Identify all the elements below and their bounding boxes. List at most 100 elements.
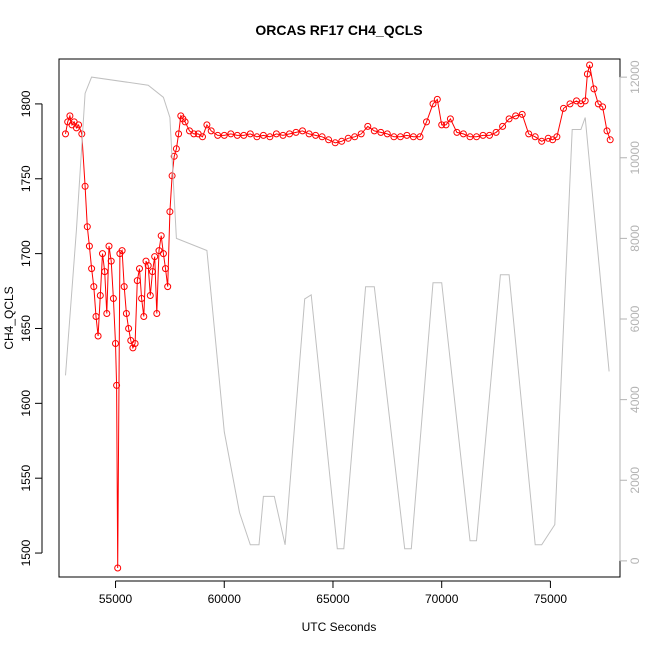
data-point (438, 121, 446, 129)
data-point (83, 223, 91, 231)
data-point (75, 121, 83, 129)
data-point (214, 131, 222, 139)
y-tick-label-1600: 1600 (19, 390, 33, 417)
data-point (292, 128, 300, 136)
y2-tick-label-8000: 8000 (628, 225, 642, 252)
data-point (125, 325, 133, 332)
data-point (299, 127, 306, 135)
data-point (383, 130, 391, 138)
data-point (129, 344, 137, 352)
data-point (531, 133, 539, 141)
x-tick-label-65000: 65000 (316, 592, 350, 606)
data-point (583, 70, 591, 78)
data-point (581, 97, 589, 105)
y2-tick-label-10000: 10000 (628, 141, 642, 175)
data-point (170, 152, 178, 160)
data-point (253, 133, 261, 141)
data-point (101, 268, 109, 276)
data-point (122, 310, 130, 317)
data-point (109, 295, 117, 302)
bottom-axis: 55000 60000 65000 70000 75000 (99, 580, 568, 606)
data-point (131, 340, 139, 347)
data-point (99, 250, 106, 258)
data-point (136, 265, 143, 273)
y2-tick-label-4000: 4000 (628, 386, 642, 413)
data-point (227, 130, 235, 138)
y-tick-label-1550: 1550 (19, 465, 33, 492)
data-point (553, 133, 561, 141)
data-point (118, 247, 126, 255)
right-axis: 0 2000 4000 6000 8000 10000 12000 (619, 60, 642, 564)
y-tick-label-1500: 1500 (19, 539, 33, 566)
y2-tick-label-2000: 2000 (628, 467, 642, 494)
data-point (175, 130, 183, 138)
data-point (144, 262, 152, 270)
data-point (416, 133, 424, 141)
data-point (181, 118, 189, 126)
data-point (120, 283, 128, 291)
data-point (113, 381, 121, 389)
data-point (518, 110, 526, 118)
data-point (199, 133, 206, 141)
data-point (92, 313, 100, 320)
data-point (151, 253, 159, 261)
data-point (486, 131, 493, 139)
data-point (338, 137, 346, 145)
data-point (599, 103, 607, 111)
data-point (492, 128, 500, 136)
y-tick-label-1800: 1800 (19, 90, 33, 117)
data-point (190, 130, 198, 138)
series-ch4-qcls (62, 61, 614, 572)
data-point (66, 112, 74, 120)
data-point (446, 115, 454, 123)
data-point (433, 95, 441, 103)
data-point (172, 145, 180, 153)
data-point (133, 277, 141, 285)
chart-title: ORCAS RF17 CH4_QCLS (255, 22, 422, 38)
data-point (96, 292, 104, 299)
left-axis: 1500 1550 1600 1650 1700 1750 1800 (19, 90, 43, 566)
x-axis-title: UTC Seconds (302, 620, 377, 634)
data-point (429, 100, 437, 108)
data-point (90, 283, 98, 291)
data-point (279, 131, 287, 139)
data-point (259, 131, 267, 139)
data-point (331, 139, 339, 147)
y-tick-label-1650: 1650 (19, 315, 33, 342)
data-point (423, 118, 430, 126)
data-point (325, 136, 333, 144)
x-tick-label-75000: 75000 (534, 592, 568, 606)
data-point (606, 136, 614, 144)
y2-tick-label-0: 0 (628, 557, 642, 564)
data-point (544, 134, 552, 142)
data-point (586, 61, 594, 69)
data-point (409, 133, 417, 141)
data-point (505, 115, 513, 123)
data-point (164, 283, 172, 291)
data-point (312, 131, 320, 139)
x-tick-label-55000: 55000 (99, 592, 133, 606)
data-point (364, 122, 372, 130)
data-point (272, 130, 280, 138)
series-line-1 (65, 76, 610, 550)
data-point (157, 232, 165, 240)
data-point (140, 313, 148, 320)
y-tick-label-1700: 1700 (19, 240, 33, 267)
series-altitude (65, 76, 610, 550)
data-point (566, 100, 574, 108)
data-point (403, 131, 411, 139)
data-point (453, 128, 461, 136)
data-point (370, 127, 378, 135)
data-point (442, 121, 450, 129)
data-point (112, 340, 119, 347)
data-point (78, 130, 86, 138)
data-point (153, 310, 161, 317)
y-axis-title: CH4_QCLS (2, 286, 16, 349)
data-point (168, 172, 176, 180)
data-point (240, 131, 248, 139)
data-point (590, 85, 598, 93)
data-point (81, 182, 89, 190)
data-point (149, 268, 156, 276)
data-point (103, 310, 111, 317)
